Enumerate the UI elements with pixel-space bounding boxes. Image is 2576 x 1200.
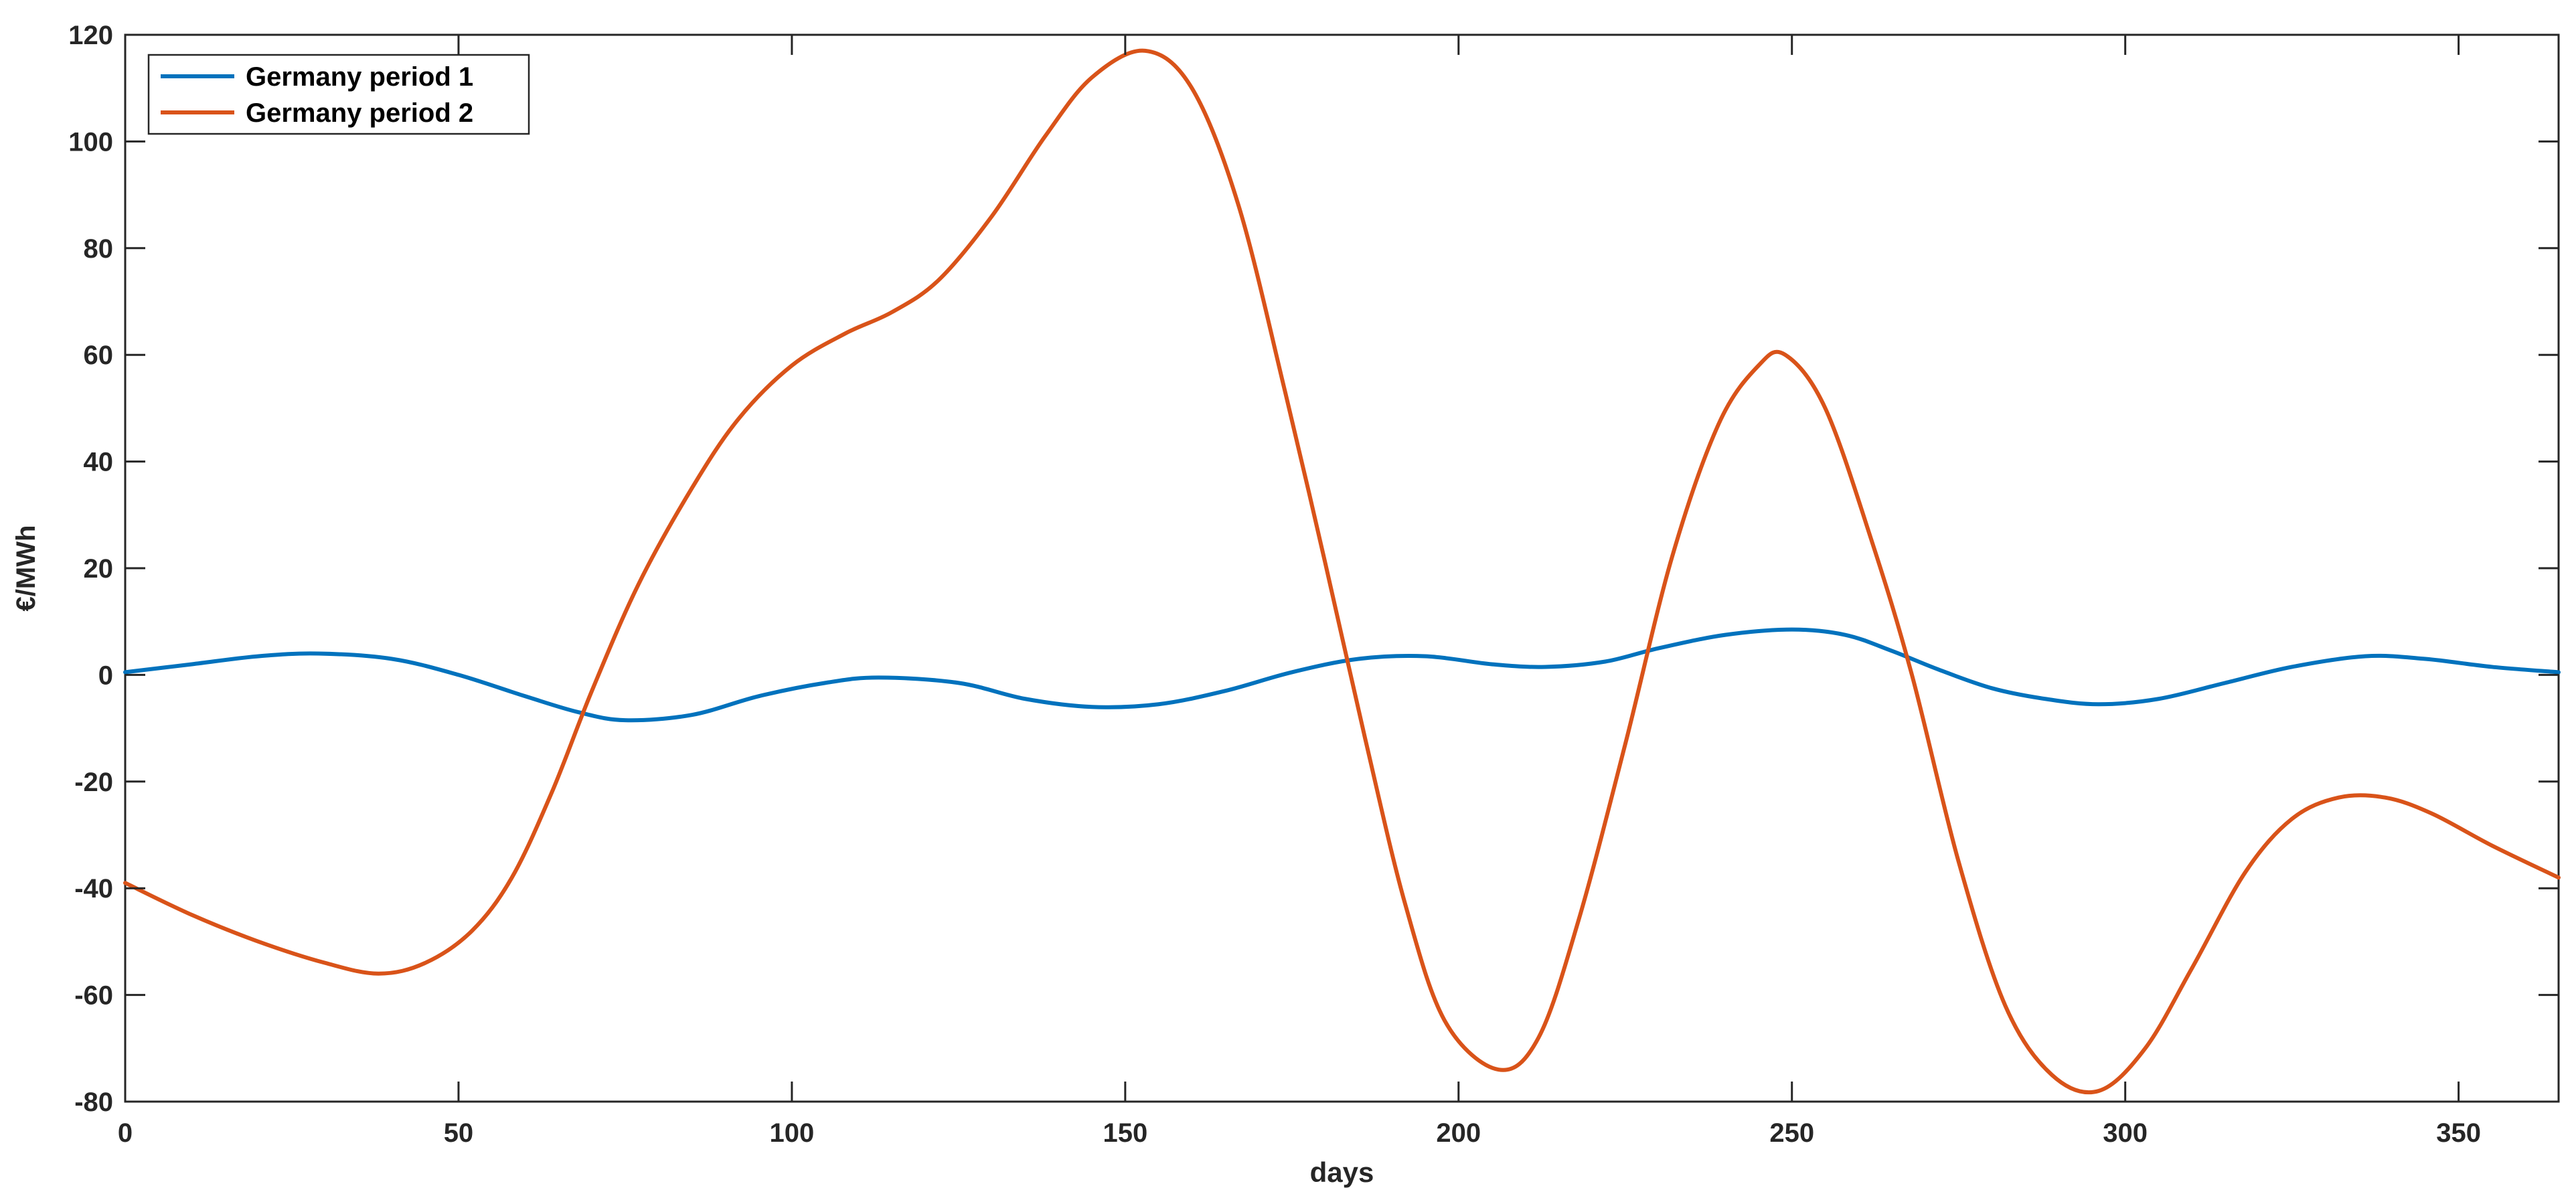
x-tick-label: 300 <box>2103 1118 2148 1148</box>
x-axis-label: days <box>1310 1156 1374 1188</box>
plot-area <box>124 33 2560 1103</box>
y-tick-label: -20 <box>74 768 113 797</box>
axes-layer: 0 50 100 150 200 250 300 350 -80 -60 -40 -20 0 20 40 60… <box>68 21 2559 1148</box>
x-tick-label: 100 <box>770 1118 815 1148</box>
x-tick-label: 0 <box>118 1118 133 1148</box>
y-tick-label: 60 <box>84 341 114 370</box>
series-layer <box>123 48 2561 1095</box>
series-line-2 <box>123 48 2561 1095</box>
plot-frame <box>124 33 2560 1103</box>
y-tick-label: 100 <box>68 127 113 157</box>
y-tick-label: 80 <box>84 234 114 264</box>
y-tick-label: -60 <box>74 981 113 1011</box>
x-tick-label: 250 <box>1769 1118 1814 1148</box>
legend-box <box>147 54 530 135</box>
y-tick-label: 20 <box>84 554 114 584</box>
legend: Germany period 1 Germany period 2 <box>147 54 530 135</box>
series-line-1 <box>123 627 2561 723</box>
y-tick-label: -80 <box>74 1088 113 1117</box>
x-tick-label: 200 <box>1436 1118 1481 1148</box>
y-tick-label: 120 <box>68 21 113 50</box>
legend-label-1: Germany period 1 <box>246 62 473 92</box>
x-tick-label: 150 <box>1103 1118 1147 1148</box>
y-tick-label: -40 <box>74 874 113 904</box>
y-tick-label: 40 <box>84 448 114 477</box>
legend-label-2: Germany period 2 <box>246 98 473 128</box>
y-tick-label: 0 <box>98 661 113 690</box>
x-tick-label: 50 <box>444 1118 474 1148</box>
y-axis-label: €/MWh <box>11 525 41 612</box>
x-tick-label: 350 <box>2436 1118 2481 1148</box>
